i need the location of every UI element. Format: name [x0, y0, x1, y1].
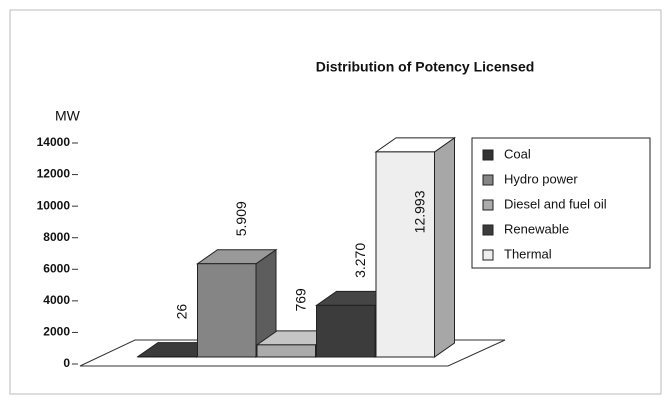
y-tick-label: 4000: [43, 293, 70, 307]
bar: [256, 344, 316, 358]
bar: [375, 151, 435, 358]
legend-label: Coal: [504, 146, 531, 161]
legend-swatch: [482, 199, 494, 211]
y-tick-label: 10000: [37, 198, 71, 212]
bar: [316, 304, 376, 358]
y-tick-label: 6000: [43, 261, 70, 275]
legend-label: Renewable: [504, 221, 569, 236]
data-label: 12.993: [411, 190, 427, 233]
data-label: 3.270: [352, 243, 368, 278]
y-tick-label: 8000: [43, 230, 70, 244]
data-label: 769: [292, 288, 308, 312]
legend-label: Diesel and fuel oil: [504, 196, 607, 211]
bar: [197, 263, 257, 358]
y-tick-label: 2000: [43, 325, 70, 339]
y-tick-label: 12000: [37, 167, 71, 181]
legend-swatch: [482, 249, 494, 261]
legend-box: [471, 137, 651, 269]
y-tick-label: 0: [63, 356, 70, 370]
legend-swatch: [482, 174, 494, 186]
legend-swatch: [482, 149, 494, 161]
data-label: 5.909: [233, 201, 249, 236]
y-axis-label: MW: [55, 108, 81, 124]
legend-label: Hydro power: [504, 171, 578, 186]
chart-title: Distribution of Potency Licensed: [316, 59, 535, 75]
legend-swatch: [482, 224, 494, 236]
bar-side: [434, 136, 455, 358]
data-label: 26: [173, 304, 189, 320]
legend-label: Thermal: [504, 246, 552, 261]
y-tick-label: 14000: [37, 135, 71, 149]
